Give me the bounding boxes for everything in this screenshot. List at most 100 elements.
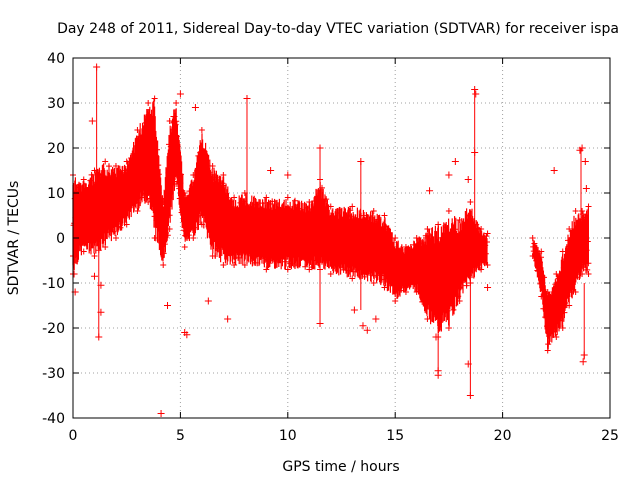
data-point — [484, 238, 490, 245]
data-point — [183, 331, 191, 339]
data-point — [316, 144, 324, 152]
y-tick-label: 40 — [47, 51, 65, 67]
data-point — [198, 127, 205, 133]
data-point — [102, 244, 109, 250]
data-point — [349, 203, 356, 210]
data-point — [327, 203, 334, 210]
data-point — [538, 248, 545, 255]
data-point — [95, 333, 103, 341]
data-point — [585, 271, 592, 277]
data-point — [263, 266, 270, 273]
data-point — [263, 194, 270, 201]
data-point — [544, 347, 551, 354]
data-point — [424, 316, 431, 322]
y-tick-label: -10 — [42, 276, 65, 292]
y-tick-label: 10 — [47, 186, 65, 202]
data-point — [580, 351, 588, 359]
data-point — [584, 266, 591, 273]
data-point — [292, 197, 298, 204]
data-point — [471, 86, 479, 93]
data-point — [209, 253, 216, 259]
data-point — [464, 176, 472, 183]
y-tick-label: 20 — [47, 141, 65, 157]
data-point — [472, 90, 480, 98]
data-point — [97, 308, 105, 316]
data-point — [456, 217, 463, 223]
data-point — [581, 158, 589, 165]
data-point — [582, 185, 590, 192]
data-point — [579, 271, 586, 277]
data-point — [544, 289, 551, 295]
data-point — [370, 280, 377, 286]
data-point — [123, 221, 130, 228]
data-point — [302, 263, 309, 270]
data-point — [151, 235, 158, 241]
data-point — [267, 167, 275, 174]
y-axis-label: SDTVAR / TECUs — [6, 181, 22, 296]
data-point — [327, 271, 334, 277]
data-point — [538, 293, 545, 300]
data-point — [190, 172, 197, 178]
data-point — [204, 297, 212, 305]
data-point — [91, 253, 98, 259]
data-point — [88, 117, 96, 125]
data-point — [134, 127, 141, 133]
data-point — [102, 158, 109, 165]
data-point — [585, 260, 592, 267]
data-point — [471, 149, 479, 156]
data-point — [359, 322, 367, 330]
data-point — [572, 289, 579, 295]
data-point — [323, 196, 330, 203]
data-point — [284, 194, 291, 201]
data-point — [478, 266, 485, 273]
data-point — [451, 158, 459, 165]
data-point — [224, 315, 232, 323]
data-point — [387, 279, 395, 287]
data-point — [392, 298, 399, 304]
data-point — [316, 320, 324, 327]
y-tick-label: -20 — [42, 321, 65, 337]
x-tick-label: 15 — [386, 428, 404, 444]
data-point — [112, 163, 119, 169]
y-tick-label: 0 — [56, 231, 65, 247]
data-point — [529, 253, 536, 259]
chart-title: Day 248 of 2011, Sidereal Day-to-day VTE… — [57, 21, 619, 37]
axis-ticks: 0 5 10 15 20 25 -40 -30 -20 -10 0 10 20 30 40 — [42, 51, 619, 444]
data-point — [553, 334, 560, 340]
data-point — [173, 100, 180, 106]
data-point — [157, 410, 165, 417]
y-tick-label: -30 — [42, 366, 65, 382]
data-point — [284, 266, 291, 273]
data-point — [151, 95, 158, 102]
data-point — [484, 262, 491, 268]
data-point — [80, 176, 87, 183]
data-point — [559, 325, 566, 331]
data-point — [424, 226, 431, 232]
data-point — [577, 265, 584, 272]
data-point — [467, 199, 474, 205]
data-point — [402, 244, 409, 250]
data-point — [243, 95, 251, 102]
data-point — [370, 208, 377, 214]
data-point — [134, 208, 141, 214]
data-point — [164, 232, 171, 239]
data-point — [445, 208, 452, 214]
data-point — [166, 118, 173, 124]
x-tick-label: 20 — [494, 428, 512, 444]
x-tick-label: 10 — [279, 428, 297, 444]
data-point — [578, 144, 586, 152]
data-point — [579, 208, 586, 214]
data-point — [88, 171, 95, 178]
data-point — [350, 306, 358, 314]
data-point — [160, 199, 167, 205]
data-point — [456, 298, 463, 304]
data-point — [181, 244, 188, 250]
data-point — [464, 360, 472, 368]
data-point — [579, 358, 587, 366]
data-point — [372, 315, 380, 323]
data-point — [145, 199, 152, 205]
x-tick-label: 5 — [176, 428, 185, 444]
data-point — [181, 190, 188, 196]
data-point — [106, 163, 112, 170]
